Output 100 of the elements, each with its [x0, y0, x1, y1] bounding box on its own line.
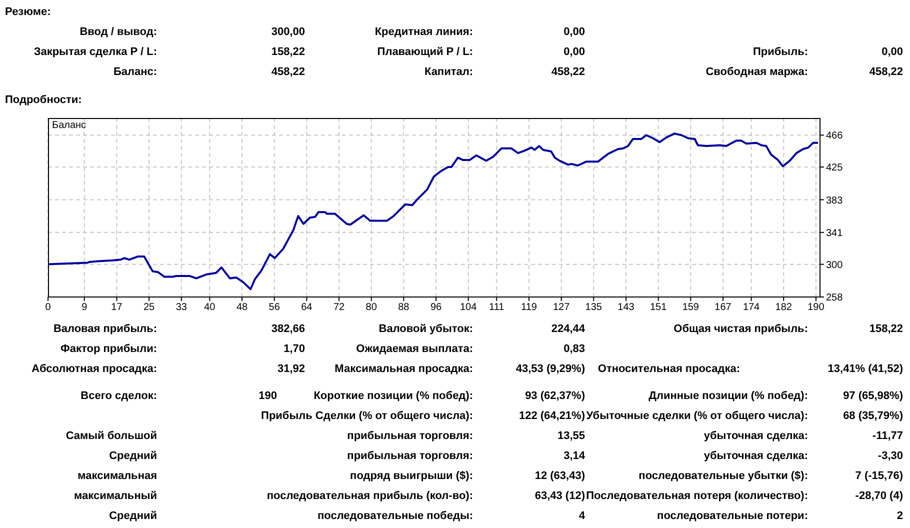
text: Длинные позиции (% побед): [648, 390, 808, 402]
text: Резюме: [5, 6, 51, 18]
text: 458,22 [551, 66, 585, 78]
text: Относительная просадка: [598, 363, 740, 375]
text: Абсолютная просадка: [32, 363, 157, 375]
y-tick-label: 383 [826, 195, 844, 206]
x-tick-label: 72 [333, 302, 346, 314]
text: Средний [109, 510, 157, 522]
text: максимальный [74, 490, 157, 502]
x-tick-label: 182 [775, 302, 792, 314]
text: Закрытая сделка P / L: [34, 46, 157, 58]
text: последовательные убытки ($): [638, 470, 808, 482]
text: Максимальная просадка: [334, 363, 473, 375]
x-tick-label: 119 [521, 302, 538, 314]
y-tick-label: 300 [826, 260, 844, 271]
y-tick-label: 258 [826, 292, 844, 304]
x-tick-label: 88 [398, 302, 410, 314]
x-tick-label: 40 [204, 302, 216, 314]
text: 93 (62,37%) [525, 390, 585, 402]
x-tick-label: 151 [650, 302, 668, 314]
x-tick-label: 167 [714, 302, 732, 314]
text: 0,83 [564, 343, 585, 355]
text: прибыльная торговля: [347, 450, 473, 462]
x-tick-label: 104 [460, 302, 478, 314]
x-tick-label: 135 [585, 302, 602, 314]
text: 63,43 (12) [534, 490, 585, 502]
text: Капитал: [424, 66, 473, 78]
text: 458,22 [271, 66, 305, 78]
text: Валовой убыток: [378, 323, 473, 335]
text: Ожидаемая выплата: [356, 343, 473, 355]
text: Прибыль: [753, 46, 808, 58]
text: Свободная маржа: [706, 66, 808, 78]
text: -11,77 [872, 430, 903, 442]
text: убыточная сделка: [704, 430, 808, 442]
text: 1,70 [284, 343, 305, 355]
text: 158,22 [869, 323, 903, 335]
x-tick-label: 48 [236, 302, 248, 314]
y-tick-label: 466 [826, 130, 844, 142]
text: Плавающий P / L: [377, 46, 473, 58]
text: Баланс [52, 120, 86, 131]
text: Кредитная линия: [374, 26, 473, 38]
text: 0,00 [564, 46, 585, 58]
x-tick-label: 159 [682, 302, 700, 314]
x-tick-label: 80 [366, 302, 378, 314]
text: последовательная прибыль (кол-во): [266, 490, 473, 502]
x-tick-label: 56 [268, 302, 280, 314]
text: 158,22 [271, 46, 305, 58]
text: -3,30 [878, 450, 903, 462]
text: 43,53 (9,29%) [516, 363, 585, 375]
text: 97 (65,98%) [843, 390, 903, 402]
text: Фактор прибыли: [60, 343, 157, 355]
text: 382,66 [271, 323, 305, 335]
x-tick-label: 111 [489, 302, 505, 314]
x-tick-label: 25 [143, 302, 156, 314]
text: 7 (-15,76) [855, 470, 903, 482]
x-tick-label: 64 [301, 302, 313, 314]
text: Подробности: [5, 94, 82, 106]
text: Короткие позиции (% побед): [314, 390, 473, 402]
text: Баланс: [113, 66, 157, 78]
text: Общая чистая прибыль: [674, 323, 808, 335]
text: 31,92 [277, 363, 305, 375]
text: Средний [109, 450, 157, 462]
x-tick-label: 17 [111, 302, 123, 314]
x-tick-label: 143 [618, 302, 635, 314]
text: 2 [896, 510, 903, 522]
x-tick-label: 174 [742, 302, 760, 314]
text: 68 (35,79%) [843, 410, 903, 422]
text: 13,41% (41,52) [828, 363, 903, 375]
y-tick-label: 425 [826, 162, 844, 174]
text: 3,14 [564, 450, 585, 462]
text: 0,00 [882, 46, 903, 58]
text: максимальная [78, 470, 157, 482]
text: Убыточные сделки (% от общего числа): [586, 410, 808, 422]
text: Валовая прибыль: [53, 323, 157, 335]
x-tick-label: 190 [808, 302, 825, 314]
text: 224,44 [551, 323, 585, 335]
text: 122 (64,21%) [518, 410, 585, 422]
x-tick-label: 96 [430, 302, 442, 314]
x-tick-label: 127 [552, 302, 570, 314]
text: последовательные потери: [657, 510, 808, 522]
text: Прибыль Сделки (% от общего числа): [261, 410, 473, 422]
text: 4 [578, 510, 585, 522]
text: убыточная сделка: [704, 450, 808, 462]
x-tick-label: 33 [176, 302, 188, 314]
y-tick-label: 341 [826, 228, 844, 239]
text: Последовательная потеря (количество): [586, 490, 808, 502]
text: 458,22 [869, 66, 903, 78]
text: 300,00 [271, 26, 305, 38]
text: 12 (63,43) [534, 470, 585, 482]
text: 0,00 [564, 26, 585, 38]
text: последовательные победы: [317, 510, 473, 522]
text: подряд выигрыши ($): [350, 470, 473, 482]
text: 190 [258, 390, 277, 402]
x-tick-label: 9 [82, 302, 88, 314]
text: 13,55 [557, 430, 585, 442]
text: Самый большой [66, 430, 157, 442]
text: Всего сделок: [80, 390, 157, 402]
text: Ввод / вывод: [80, 26, 157, 38]
x-tick-label: 0 [45, 302, 52, 314]
text: прибыльная торговля: [347, 430, 473, 442]
